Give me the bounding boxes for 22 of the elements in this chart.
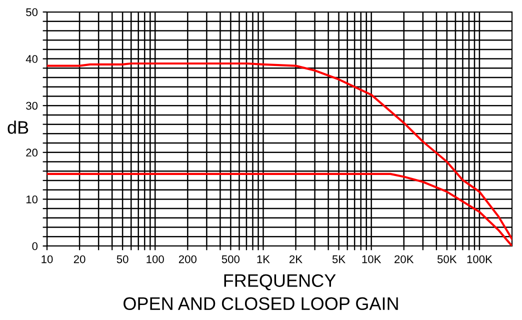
x-tick-label: 20K — [394, 255, 414, 264]
y-tick-label: 0 — [32, 242, 38, 250]
x-tick-label: 10 — [42, 255, 53, 264]
y-tick-label: 10 — [26, 195, 38, 204]
x-tick-label: 1K — [257, 255, 270, 264]
x-tick-label: 2K — [290, 255, 302, 264]
x-tick-label: 100 — [146, 255, 164, 264]
x-tick-label: 50 — [116, 255, 128, 264]
x-tick-label: 500 — [222, 255, 240, 264]
x-tick-label: 20 — [74, 255, 86, 264]
x-tick-label: 10K — [362, 255, 382, 264]
x-tick-label: 5K — [332, 255, 346, 264]
x-tick-label: 100K — [467, 255, 492, 264]
y-tick-label: 30 — [26, 102, 38, 110]
x-tick-label: 200 — [178, 255, 196, 264]
text: OPEN AND CLOSED LOOP GAIN — [124, 297, 398, 310]
y-tick-label: 40 — [26, 55, 38, 63]
x-axis-title: FREQUENCY — [224, 274, 336, 290]
y-tick-label: 20 — [26, 148, 38, 157]
x-tick-label: 50K — [437, 255, 457, 264]
y-axis-title: dB — [8, 120, 28, 134]
y-tick-label: 50 — [26, 8, 38, 16]
